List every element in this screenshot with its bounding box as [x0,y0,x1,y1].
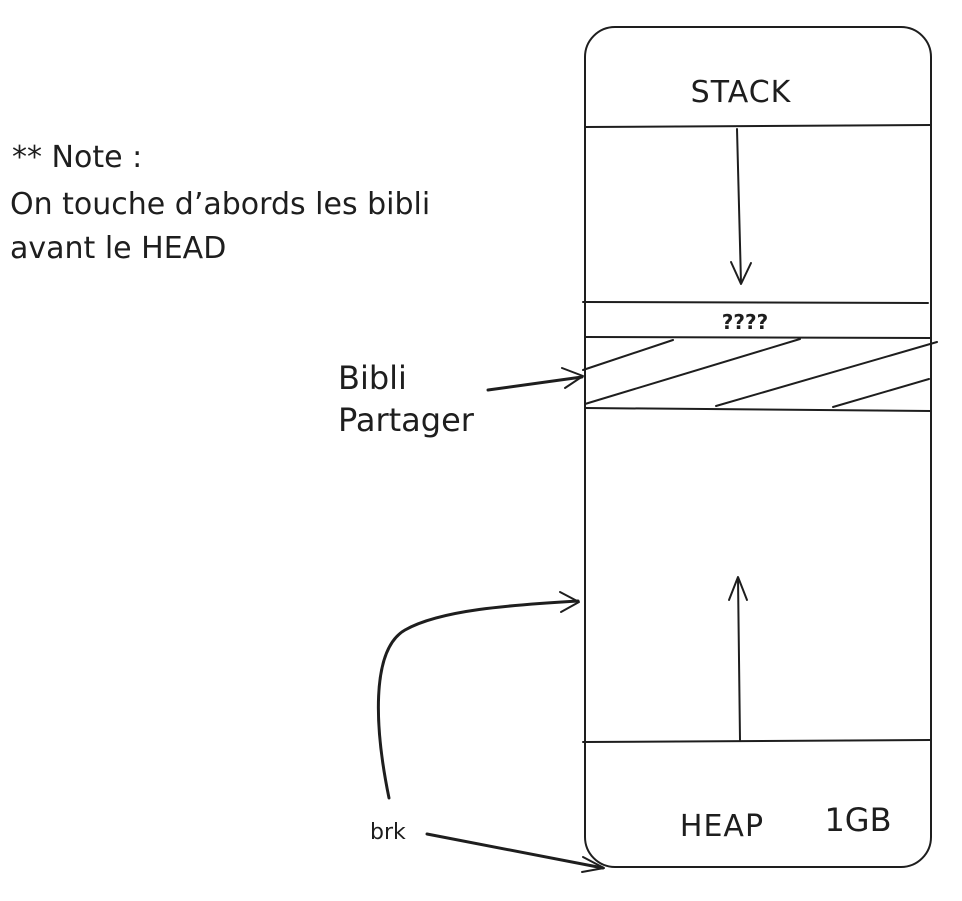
shared-lib-band-bottom [584,407,932,412]
brk-lower-arrow [425,832,605,870]
stack-growth-arrow [736,128,742,284]
note-line: On touche d’abords les bibli [10,187,430,222]
shared-lib-pointer-arrow [486,375,584,392]
brk-upper-arrow [376,599,580,800]
heap-label: HEAP [680,809,764,844]
heap-growth-arrow [737,577,741,741]
heap-size-label: 1GB [824,801,891,839]
unknown-region-label: ???? [722,310,768,334]
shared-lib-hatching [582,338,938,408]
heap-divider [582,739,931,743]
shared-lib-label: Bibli Partager [338,359,475,439]
heap-growth-arrowhead [728,576,748,601]
stack-growth-arrowhead [730,261,752,285]
hatch-line [584,338,801,405]
stack-divider [584,124,932,128]
unknown-band-bottom [584,336,932,339]
hatch-line [582,339,674,371]
brk-lower-arrowhead [581,856,605,873]
stack-label: STACK [691,75,792,110]
shared-lib-label-line: Bibli [338,359,407,397]
brk-label: brk [370,820,406,845]
brk-upper-arrowhead [559,591,580,613]
shared-lib-pointer-arrowhead [561,367,584,389]
note-line: ** Note : [12,140,142,175]
unknown-band-top [582,301,929,304]
note-block: ** Note : On touche d’abords les bibli a… [10,140,430,266]
shared-lib-label-line: Partager [338,401,475,439]
hatch-line [832,378,930,408]
memory-block-outline [584,26,932,868]
hatch-line [715,341,938,407]
note-line: avant le HEAD [10,231,226,266]
